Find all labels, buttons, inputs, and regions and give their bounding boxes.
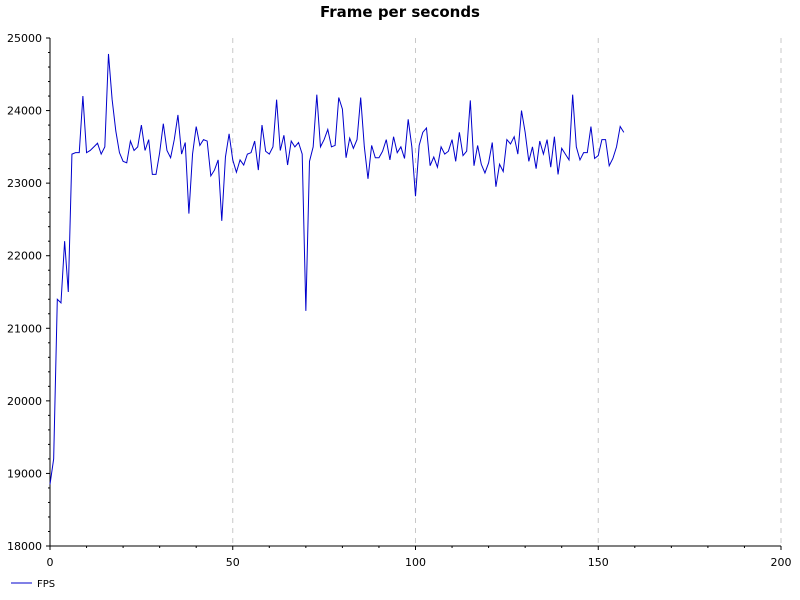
legend: FPS	[11, 579, 55, 590]
series-layer	[49, 53, 625, 485]
x-tick-label-0: 0	[47, 556, 54, 569]
y-tick-label-19000: 19000	[7, 467, 42, 480]
y-tick-label-23000: 23000	[7, 177, 42, 190]
y-tick-label-22000: 22000	[7, 250, 42, 263]
x-tick-labels: 0 50 100 150 200	[47, 556, 792, 569]
y-tick-labels: 18000 19000 20000 21000 22000 23000 24000 25000	[7, 32, 42, 553]
y-tick-label-21000: 21000	[7, 322, 42, 335]
series-line-fps	[49, 53, 625, 485]
x-tick-label-100: 100	[405, 556, 426, 569]
x-tick-label-200: 200	[771, 556, 792, 569]
x-tick-label-50: 50	[226, 556, 240, 569]
ticks	[46, 37, 782, 550]
x-tick-label-150: 150	[588, 556, 609, 569]
grid-lines	[232, 38, 782, 546]
legend-label-fps: FPS	[37, 579, 55, 590]
y-tick-label-25000: 25000	[7, 32, 42, 45]
chart-title: Frame per seconds	[319, 3, 480, 21]
y-tick-label-18000: 18000	[7, 540, 42, 553]
y-tick-label-24000: 24000	[7, 105, 42, 118]
y-tick-label-20000: 20000	[7, 395, 42, 408]
